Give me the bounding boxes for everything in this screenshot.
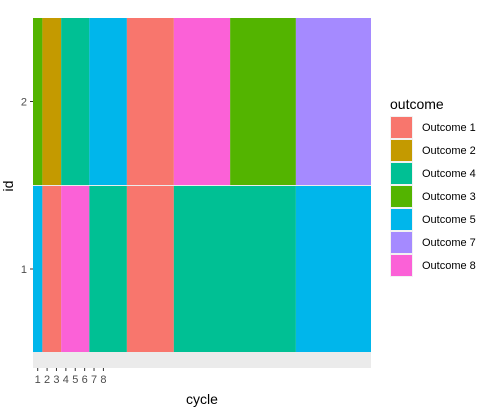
- x-tick-label: 8: [100, 374, 106, 386]
- legend-swatch: [391, 209, 412, 230]
- bar-segment-id1-1: [33, 186, 43, 352]
- bar-layer: [33, 18, 371, 352]
- legend-label: Outcome 1: [422, 122, 476, 134]
- bar-segment-id1-7: [295, 186, 371, 352]
- bar-segment-id1-3: [61, 186, 90, 352]
- y-axis: 21: [21, 97, 33, 276]
- legend-swatch: [391, 255, 412, 276]
- x-tick-label: 6: [82, 374, 88, 386]
- y-axis-title: id: [0, 181, 16, 192]
- bar-segment-id1-5: [126, 186, 174, 352]
- legend-label: Outcome 3: [422, 191, 476, 203]
- bar-segment-id2-8: [295, 18, 371, 185]
- legend-title: outcome: [390, 96, 444, 112]
- x-tick-label: 1: [35, 374, 41, 386]
- legend-swatch: [391, 140, 412, 161]
- legend-swatch: [391, 186, 412, 207]
- bar-segment-id2-5: [126, 18, 174, 185]
- legend-swatch: [391, 163, 412, 184]
- legend-label: Outcome 2: [422, 145, 476, 157]
- x-axis-title: cycle: [186, 391, 218, 407]
- y-tick-label: 2: [21, 97, 27, 109]
- bar-segment-id2-6: [173, 18, 231, 185]
- x-tick-label: 5: [72, 374, 78, 386]
- bar-segment-id2-1: [33, 18, 43, 185]
- x-tick-label: 3: [53, 374, 59, 386]
- bar-segment-id2-7: [230, 18, 296, 185]
- legend-label: Outcome 4: [422, 168, 476, 180]
- bar-segment-id2-3: [61, 18, 90, 185]
- x-tick-label: 2: [44, 374, 50, 386]
- bar-segment-id2-4: [89, 18, 127, 185]
- legend: Outcome 1 Outcome 2 Outcome 4 Outcome 3 Outc…: [390, 116, 476, 277]
- legend-swatch: [391, 117, 412, 138]
- legend-swatch: [391, 232, 412, 253]
- legend-label: Outcome 7: [422, 237, 476, 249]
- legend-label: Outcome 5: [422, 214, 476, 226]
- bar-segment-id1-4: [89, 186, 127, 352]
- legend-label: Outcome 8: [422, 260, 476, 272]
- x-tick-label: 7: [91, 374, 97, 386]
- x-tick-label: 4: [63, 374, 69, 386]
- bar-segment-id1-2: [42, 186, 62, 352]
- bar-segment-id1-6: [173, 186, 296, 352]
- bar-segment-id2-2: [42, 18, 62, 185]
- y-tick-label: 1: [21, 264, 27, 276]
